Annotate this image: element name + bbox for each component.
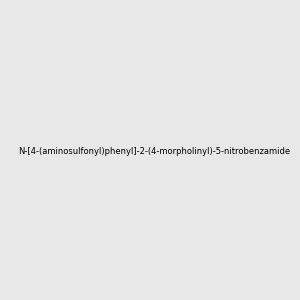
Text: N-[4-(aminosulfonyl)phenyl]-2-(4-morpholinyl)-5-nitrobenzamide: N-[4-(aminosulfonyl)phenyl]-2-(4-morphol… <box>18 147 290 156</box>
